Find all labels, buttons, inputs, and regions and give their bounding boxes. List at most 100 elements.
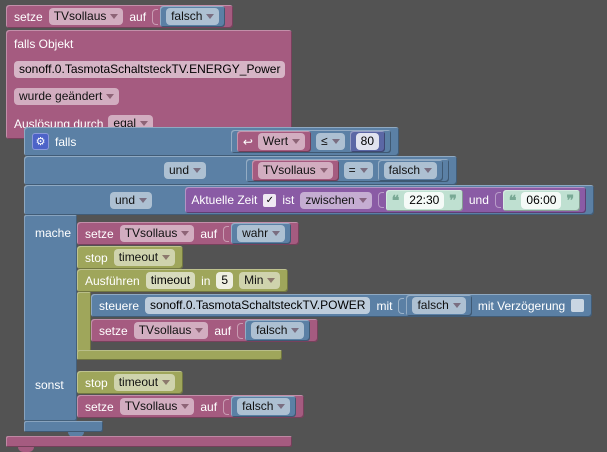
- and-operator-dropdown[interactable]: und: [164, 162, 207, 179]
- in-label: in: [201, 273, 211, 288]
- boolean-dropdown[interactable]: falsch: [251, 322, 305, 339]
- boolean-dropdown[interactable]: falsch: [166, 8, 220, 25]
- quote-close-icon: ❞: [566, 192, 574, 208]
- stop-timeout-block-mache[interactable]: stop timeout: [77, 246, 184, 269]
- variable-dropdown[interactable]: TVsollaus: [119, 398, 195, 415]
- connector-bump-icon: [18, 447, 34, 452]
- delay-checkbox[interactable]: [571, 299, 585, 312]
- auf-label: auf: [214, 323, 232, 338]
- set-variable-block-inner[interactable]: setze TVsollaus auf falsch: [91, 319, 319, 342]
- time-checkbox[interactable]: ✓: [263, 193, 277, 207]
- and-operator-dropdown[interactable]: und: [110, 191, 153, 209]
- number-block[interactable]: 80: [349, 131, 385, 152]
- dropdown-arrow-icon: [139, 197, 148, 203]
- dropdown-arrow-icon: [359, 168, 368, 173]
- time-label: Aktuelle Zeit: [191, 193, 258, 207]
- dropdown-arrow-icon: [195, 328, 204, 333]
- time-condition-block[interactable]: Aktuelle Zeit ✓ ist zwischen ❝ 22:30 ❞ u…: [185, 187, 586, 213]
- auf-label: auf: [200, 226, 218, 241]
- variable-dropdown[interactable]: TVsollaus: [48, 8, 124, 25]
- time-mode-dropdown[interactable]: zwischen: [300, 191, 372, 209]
- unit-dropdown[interactable]: Min: [239, 272, 281, 289]
- set-variable-block-mache[interactable]: setze TVsollaus auf wahr: [77, 222, 300, 245]
- boolean-value-block[interactable]: falsch: [160, 6, 226, 27]
- run-block-bottom[interactable]: [77, 350, 282, 360]
- dropdown-arrow-icon: [424, 168, 432, 173]
- boolean-value-block[interactable]: falsch: [231, 396, 297, 417]
- timeout-name-field[interactable]: timeout: [145, 272, 196, 289]
- run-delayed-block[interactable]: Ausführen timeout in 5 Min: [77, 269, 289, 292]
- run-block-spine[interactable]: [77, 292, 91, 352]
- compare-block-2[interactable]: TVsollaus = falsch: [245, 159, 449, 182]
- auf-label: auf: [129, 9, 147, 24]
- ausfuehren-label: Ausführen: [85, 273, 140, 288]
- timeout-name-dropdown[interactable]: timeout: [113, 249, 176, 266]
- dropdown-arrow-icon: [291, 328, 300, 333]
- steuere-label: steuere: [99, 298, 140, 313]
- change-type-dropdown[interactable]: wurde geändert: [14, 88, 120, 105]
- dropdown-arrow-icon: [162, 255, 171, 260]
- dropdown-arrow-icon: [358, 197, 367, 203]
- variable-value-block[interactable]: TVsollaus: [251, 160, 339, 181]
- dropdown-arrow-icon: [140, 121, 149, 126]
- time-end-field[interactable]: 06:00: [521, 191, 562, 209]
- dropdown-arrow-icon: [106, 94, 115, 99]
- string-block-start[interactable]: ❝ 22:30 ❞: [385, 189, 463, 211]
- delay-number-field[interactable]: 5: [216, 272, 234, 289]
- variable-dropdown[interactable]: TVsollaus: [133, 322, 209, 339]
- set-variable-block-sonst[interactable]: setze TVsollaus auf falsch: [77, 395, 305, 418]
- boolean-dropdown[interactable]: wahr: [237, 225, 286, 242]
- setze-label: setze: [14, 9, 43, 24]
- dropdown-arrow-icon: [277, 404, 286, 409]
- gear-icon[interactable]: ⚙: [32, 133, 49, 150]
- value-socket-icon: [152, 8, 159, 25]
- boolean-dropdown[interactable]: falsch: [412, 297, 466, 314]
- if-block-header[interactable]: ⚙ falls ↩ Wert ≤ 80: [24, 127, 399, 156]
- und-label: und: [468, 193, 489, 207]
- trigger-title: falls Objekt: [14, 37, 74, 51]
- compare-block-1[interactable]: ↩ Wert ≤ 80: [230, 130, 391, 153]
- mache-label: mache: [35, 226, 72, 240]
- if-block-bottom[interactable]: [24, 421, 103, 437]
- operator-dropdown[interactable]: =: [343, 162, 373, 179]
- auf-label: auf: [200, 399, 218, 414]
- and-block-outer[interactable]: und Aktuelle Zeit ✓ ist zwischen ❝ 22:30…: [24, 185, 594, 215]
- operator-dropdown[interactable]: ≤: [316, 133, 345, 150]
- value-socket-icon: [237, 322, 244, 339]
- setze-label: setze: [85, 226, 114, 241]
- boolean-dropdown[interactable]: falsch: [383, 162, 437, 179]
- object-id-field[interactable]: sonoff.0.TasmotaSchaltsteckTV.POWER: [145, 297, 371, 314]
- quote-open-icon: ❝: [508, 192, 517, 208]
- setze-label: setze: [85, 399, 114, 414]
- trigger-value-block[interactable]: ↩ Wert: [236, 131, 312, 152]
- variable-dropdown[interactable]: TVsollaus: [119, 225, 195, 242]
- boolean-dropdown[interactable]: falsch: [237, 398, 291, 415]
- if-block-spine[interactable]: [24, 215, 77, 421]
- timeout-name-dropdown[interactable]: timeout: [113, 374, 176, 391]
- string-block-end[interactable]: ❝ 06:00 ❞: [502, 189, 580, 211]
- boolean-value-block[interactable]: wahr: [231, 223, 292, 244]
- ist-label: ist: [282, 193, 295, 207]
- dropdown-arrow-icon: [319, 168, 328, 173]
- trigger-block-bottom[interactable]: [6, 436, 292, 452]
- time-start-field[interactable]: 22:30: [404, 191, 445, 209]
- control-state-block[interactable]: steuere sonoff.0.TasmotaSchaltsteckTV.PO…: [91, 294, 593, 317]
- and-block-inner[interactable]: und TVsollaus = falsch: [24, 156, 457, 185]
- trigger-block[interactable]: falls Objekt sonoff.0.TasmotaSchaltsteck…: [6, 30, 292, 139]
- dropdown-arrow-icon: [110, 14, 119, 19]
- boolean-value-block[interactable]: falsch: [406, 295, 472, 316]
- dropdown-arrow-icon: [331, 139, 340, 144]
- boolean-value-block[interactable]: falsch: [245, 320, 311, 341]
- stop-timeout-block-sonst[interactable]: stop timeout: [77, 371, 184, 394]
- dropdown-arrow-icon: [193, 168, 202, 173]
- value-socket-icon: [494, 192, 501, 208]
- object-id-field[interactable]: sonoff.0.TasmotaSchaltsteckTV.ENERGY_Pow…: [14, 61, 286, 78]
- set-variable-block-top[interactable]: setze TVsollaus auf falsch: [6, 5, 234, 28]
- variable-dropdown[interactable]: TVsollaus: [257, 162, 333, 179]
- number-field[interactable]: 80: [355, 133, 379, 150]
- boolean-value-block[interactable]: falsch: [377, 160, 443, 181]
- delay-label: mit Verzögerung: [477, 298, 566, 313]
- setze-label: setze: [99, 323, 128, 338]
- value-source-dropdown[interactable]: Wert: [257, 133, 306, 150]
